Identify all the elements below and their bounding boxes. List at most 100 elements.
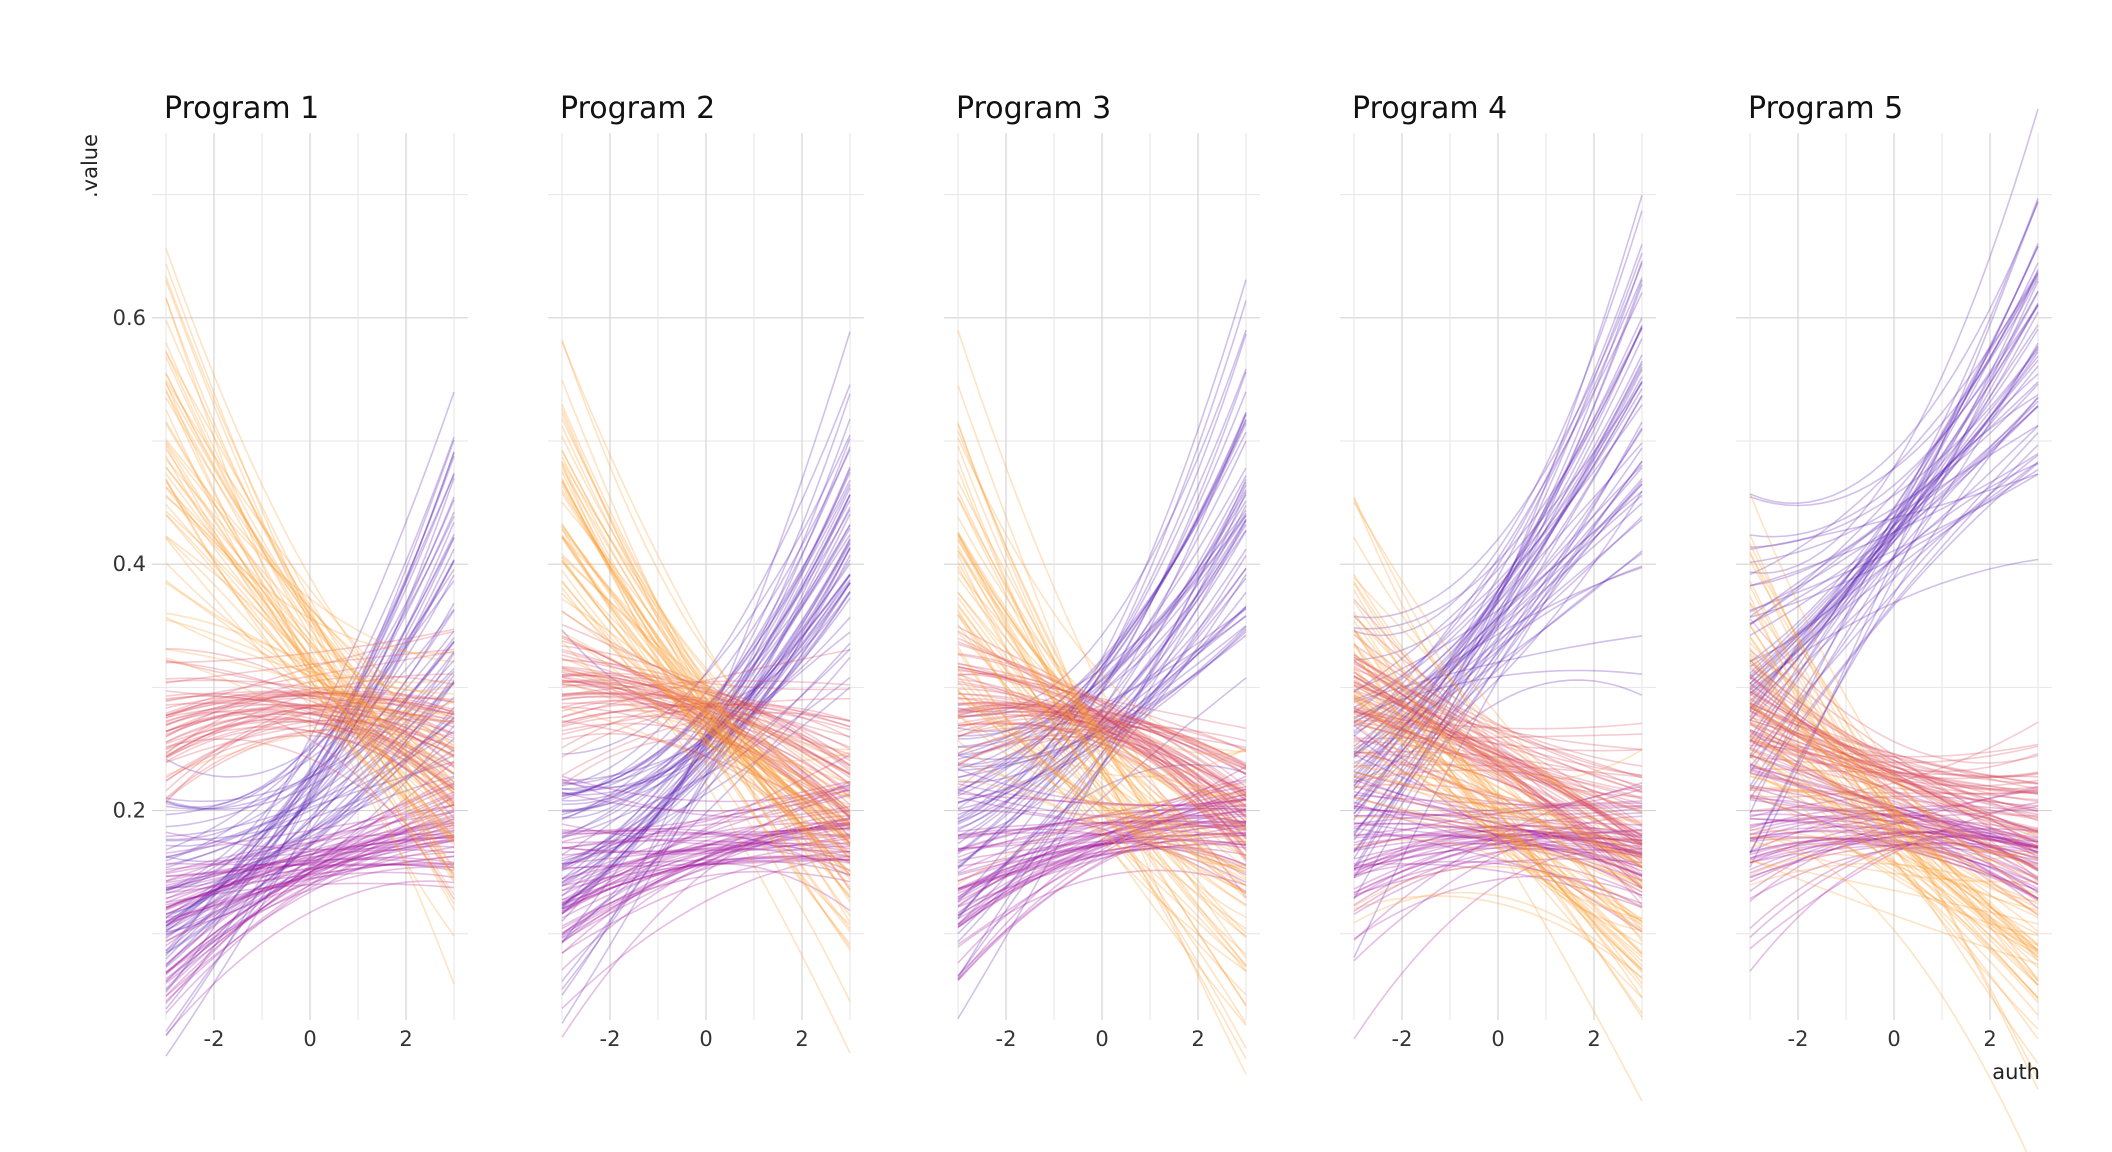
draw-line (561, 837, 851, 853)
draw-line (561, 446, 851, 794)
draw-line (1749, 830, 2039, 860)
draw-line (561, 609, 851, 844)
draw-line (561, 720, 851, 824)
draw-line (1749, 706, 2039, 807)
draw-line (561, 794, 851, 832)
draw-line (1749, 381, 2039, 626)
draw-line (561, 408, 851, 932)
draw-line (1749, 405, 2039, 637)
draw-line (1353, 460, 1643, 958)
draw-line (957, 669, 1247, 817)
draw-line (561, 494, 851, 908)
x-tick-label: -2 (1788, 1027, 1809, 1051)
x-tick-label: 2 (399, 1027, 412, 1051)
draw-line (1353, 194, 1643, 841)
draw-line (1749, 705, 2039, 871)
draw-line (1749, 748, 2039, 968)
draw-line (957, 845, 1247, 927)
draw-line (1353, 653, 1643, 878)
draw-line (561, 573, 851, 922)
draw-line (1749, 405, 2039, 750)
draw-line (561, 425, 851, 844)
draw-line (1353, 442, 1643, 753)
draw-line (1749, 711, 2039, 857)
draw-line (1353, 429, 1643, 723)
draw-line (1353, 326, 1643, 630)
draw-line (957, 692, 1247, 798)
draw-line (165, 827, 455, 991)
draw-line (957, 793, 1247, 882)
draw-line (165, 706, 455, 980)
draw-line (957, 574, 1247, 900)
draw-line (1353, 708, 1643, 793)
draw-line (561, 732, 851, 876)
draw-line (1353, 738, 1643, 846)
draw-line (165, 439, 455, 754)
draw-line (165, 776, 455, 887)
draw-line (957, 391, 1247, 853)
draw-line (165, 880, 455, 1036)
draw-line (165, 760, 455, 862)
draw-line (1353, 783, 1643, 856)
draw-line (1749, 830, 2039, 900)
draw-line (957, 504, 1247, 784)
draw-line (1353, 679, 1643, 859)
draw-line (1749, 842, 2039, 929)
draw-line (1749, 647, 2039, 1030)
draw-line (1749, 269, 2039, 663)
draw-line (165, 297, 455, 937)
draw-line (957, 840, 1247, 907)
draw-line (561, 789, 851, 860)
draw-line (1353, 661, 1643, 833)
draw-line (165, 820, 455, 909)
draw-line (1749, 697, 2039, 998)
draw-line (561, 818, 851, 934)
draw-line (561, 483, 851, 797)
draw-line (561, 676, 851, 818)
draw-line (1353, 833, 1643, 853)
draw-line (561, 833, 851, 850)
draw-line (1353, 828, 1643, 870)
draw-line (1749, 551, 2039, 951)
draw-line (1749, 840, 2039, 902)
draw-line (957, 839, 1247, 928)
draw-line (1353, 701, 1643, 882)
draw-line (1749, 730, 2039, 1040)
draw-line (561, 784, 851, 833)
draw-line (165, 382, 455, 794)
draw-line (957, 625, 1247, 845)
draw-line (1749, 243, 2039, 697)
draw-line (561, 697, 851, 736)
draw-line (561, 574, 851, 872)
draw-line (1353, 837, 1643, 915)
draw-line (165, 711, 455, 919)
draw-line (1749, 473, 2039, 612)
draw-line (1749, 731, 2039, 818)
draw-line (957, 819, 1247, 859)
draw-line (561, 671, 851, 844)
draw-line (165, 682, 455, 866)
draw-line (561, 591, 851, 811)
series-magenta (1353, 724, 1643, 1040)
draw-line (1353, 782, 1643, 816)
draw-line (1749, 691, 2039, 854)
draw-line (957, 703, 1247, 766)
draw-line (165, 734, 455, 790)
draw-line (1353, 858, 1643, 896)
draw-line (1749, 664, 2039, 947)
draw-line (1750, 828, 2039, 1000)
draw-line (957, 591, 1247, 1007)
x-tick-label: 2 (1191, 1027, 1204, 1051)
draw-line (1749, 775, 2039, 933)
draw-line (1353, 676, 1643, 781)
draw-line (561, 830, 851, 863)
draw-line (957, 763, 1247, 920)
draw-line (1749, 461, 2039, 619)
draw-line (1353, 684, 1643, 946)
draw-line (957, 810, 1247, 892)
draw-line (165, 696, 455, 960)
draw-line (957, 722, 1247, 794)
draw-line (1749, 801, 2039, 950)
draw-line (165, 423, 455, 795)
draw-line (1353, 667, 1643, 826)
